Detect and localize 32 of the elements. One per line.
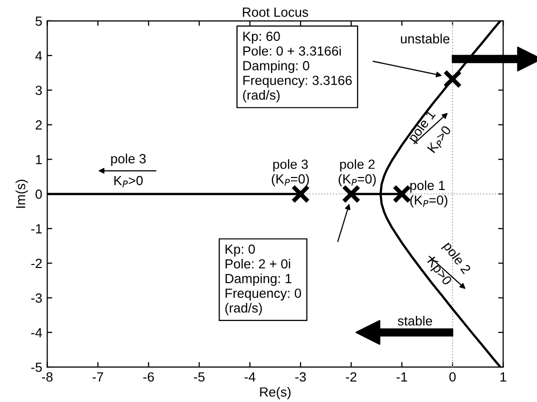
- x-tick-label: -5: [194, 372, 205, 382]
- x-tick-label: 1: [500, 372, 506, 382]
- y-tick-label: 3: [36, 86, 42, 96]
- x-tick-label: -4: [244, 372, 256, 382]
- chart-title: Root Locus: [242, 8, 308, 17]
- y-tick-label: -5: [31, 362, 42, 372]
- y-tick-label: 1: [36, 155, 42, 164]
- annotation: Kp: 0 Pole: 2 + 0i Damping: 1 Frequency: 0 (rad/s): [225, 244, 302, 316]
- annotation: pole 3 K$_{P}$>0: [111, 154, 146, 188]
- x-tick-label: -2: [346, 372, 356, 382]
- y-tick-label: 0: [36, 190, 42, 199]
- y-axis-title: Im(s): [16, 180, 28, 208]
- y-tick-label: -4: [31, 328, 42, 338]
- annotation: Kp: 60 Pole: 0 + 3.3166i Damping: 0 Frequency: 3.3166 (rad/s): [243, 32, 352, 102]
- y-tick-label: -2: [31, 258, 42, 268]
- x-tick-label: -6: [143, 372, 154, 382]
- y-tick-label: -1: [31, 224, 42, 234]
- x-tick-label: 0: [449, 372, 456, 382]
- x-tick-label: -7: [92, 372, 104, 382]
- y-tick-label: -3: [31, 293, 42, 303]
- x-axis-title: Re(s): [260, 386, 291, 400]
- y-tick-label: 4: [35, 51, 42, 60]
- x-tick-label: -3: [295, 372, 306, 382]
- annotation: pole 2 (K$_{P}$=0): [338, 159, 376, 186]
- x-tick-label: -1: [396, 372, 408, 382]
- y-tick-label: 5: [36, 16, 42, 26]
- annotation: stable: [398, 316, 432, 326]
- annotation: pole 3 (K$_{P}$=0): [272, 159, 309, 186]
- y-tick-label: 2: [36, 120, 42, 130]
- x-tick-label: -8: [42, 372, 53, 382]
- annotation: unstable: [400, 34, 450, 44]
- annotation: pole 1 (K$_{P}$=0): [410, 180, 448, 208]
